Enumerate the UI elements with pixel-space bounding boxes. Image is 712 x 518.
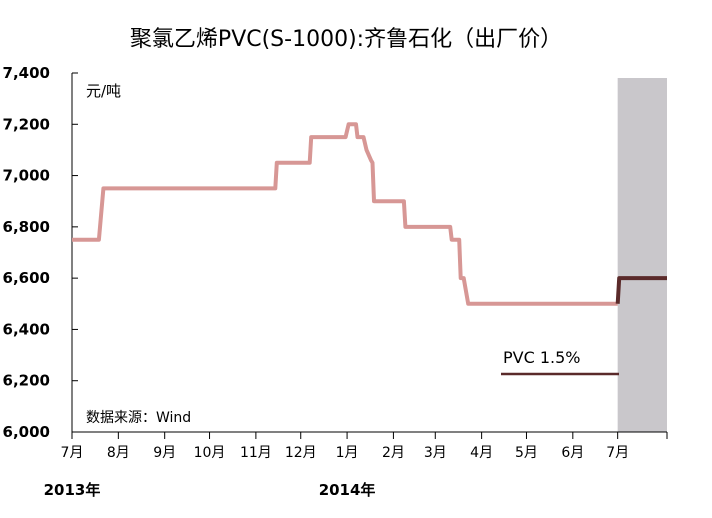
y-tick-label-4: 6,800 bbox=[3, 218, 50, 236]
x-tick-label-9: 4月 bbox=[470, 445, 493, 461]
x-tick-label-8: 3月 bbox=[424, 445, 447, 461]
y-tick-label-0: 6,000 bbox=[3, 423, 50, 441]
y-tick-label-6: 7,200 bbox=[3, 115, 50, 133]
x-tick-label-1: 8月 bbox=[107, 445, 130, 461]
y-tick-label-5: 7,000 bbox=[3, 167, 50, 185]
x-tick-label-7: 2月 bbox=[382, 445, 405, 461]
legend-label: PVC 1.5% bbox=[503, 348, 581, 367]
chart-title: 聚氯乙烯PVC(S-1000):齐鲁石化（出厂价） bbox=[130, 27, 562, 52]
year-label-1: 2014年 bbox=[319, 481, 376, 499]
x-tick-label-5: 12月 bbox=[285, 445, 317, 461]
unit-label: 元/吨 bbox=[86, 82, 121, 100]
year-label-0: 2013年 bbox=[44, 481, 101, 499]
series-line-0 bbox=[72, 122, 618, 306]
series-line-1 bbox=[615, 276, 667, 304]
x-tick-label-12: 7月 bbox=[606, 445, 629, 461]
x-tick-label-11: 6月 bbox=[561, 445, 584, 461]
x-tick-label-10: 5月 bbox=[515, 445, 538, 461]
source-label: 数据来源：Wind bbox=[86, 410, 191, 426]
forecast-shaded-region-group bbox=[617, 78, 667, 432]
y-tick-label-3: 6,600 bbox=[3, 269, 50, 287]
y-tick-label-2: 6,400 bbox=[3, 320, 50, 338]
axes-group bbox=[71, 72, 668, 439]
x-tick-label-0: 7月 bbox=[61, 445, 84, 461]
y-tick-label-1: 6,200 bbox=[3, 372, 50, 390]
x-tick-label-2: 9月 bbox=[153, 445, 176, 461]
y-tick-label-7: 7,400 bbox=[3, 64, 50, 82]
shaded-region bbox=[617, 78, 667, 432]
labels-group: 6,000 6,200 6,400 6,600 6,800 7,000 7,200 7,400… bbox=[3, 64, 630, 499]
series-group bbox=[72, 122, 667, 376]
x-tick-label-4: 11月 bbox=[240, 445, 272, 461]
x-tick-label-6: 1月 bbox=[336, 445, 359, 461]
x-tick-label-3: 10月 bbox=[194, 445, 226, 461]
